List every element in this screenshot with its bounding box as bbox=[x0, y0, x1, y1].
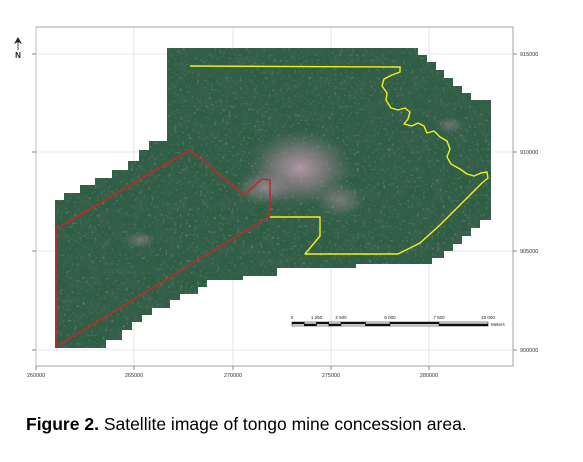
y-tick-label: 905000 bbox=[520, 249, 538, 255]
scale-label: 5 000 bbox=[384, 315, 396, 320]
red-concession-boundary bbox=[55, 149, 271, 348]
scale-unit: Meters bbox=[491, 322, 506, 327]
y-axis: 915000 910000 905000 900000 bbox=[32, 52, 538, 354]
yellow-concession-boundary bbox=[189, 65, 489, 255]
x-tick-label: 270000 bbox=[224, 373, 242, 379]
y-tick-label: 915000 bbox=[520, 52, 538, 58]
y-tick-label: 900000 bbox=[520, 348, 538, 354]
north-arrow-label: N bbox=[15, 51, 21, 60]
scale-label: 7 500 bbox=[433, 315, 445, 320]
x-tick-label: 280000 bbox=[420, 373, 438, 379]
scale-label: 1 250 bbox=[311, 315, 323, 320]
caption-text: Satellite image of tongo mine concession… bbox=[103, 414, 467, 434]
figure-caption: Figure 2. Satellite image of tongo mine … bbox=[26, 414, 467, 435]
x-tick-label: 265000 bbox=[125, 373, 143, 379]
scale-label: 2 500 bbox=[335, 315, 347, 320]
satellite-map: 260000 265000 270000 275000 280000 915000 910… bbox=[14, 26, 538, 379]
caption-label: Figure 2. bbox=[26, 414, 99, 434]
x-axis: 260000 265000 270000 275000 280000 bbox=[27, 366, 438, 379]
x-tick-label: 260000 bbox=[27, 373, 45, 379]
y-tick-label: 910000 bbox=[520, 150, 538, 156]
scale-bar: 0 1 250 2 500 5 000 7 500 10 000 Meters bbox=[291, 315, 506, 327]
scale-label: 10 000 bbox=[481, 315, 495, 320]
x-tick-label: 275000 bbox=[322, 373, 340, 379]
north-arrow-icon: N bbox=[14, 37, 22, 60]
scale-label: 0 bbox=[291, 315, 294, 320]
